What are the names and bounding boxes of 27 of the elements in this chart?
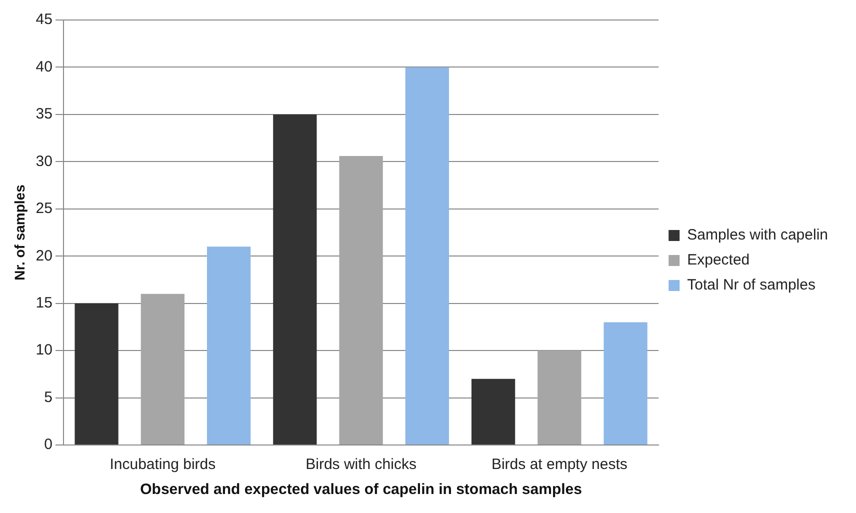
x-tick-label: Birds with chicks: [306, 456, 416, 474]
bar: [140, 294, 184, 444]
legend-label: Samples with capelin: [687, 226, 828, 244]
y-axis-title: Nr. of samples: [11, 184, 28, 280]
bar: [405, 67, 449, 444]
y-tick-label: 5: [44, 388, 52, 406]
x-tick-label: Incubating birds: [110, 456, 216, 474]
y-tick-label: 45: [36, 11, 52, 28]
y-tick-label: 20: [36, 247, 52, 264]
legend-label: Expected: [687, 252, 750, 269]
bar: [339, 156, 383, 444]
x-axis-title: Observed and expected values of capelin in stomach samples: [140, 481, 582, 498]
x-tick-label: Birds at empty nests: [491, 456, 628, 474]
bar: [206, 246, 251, 444]
y-tick-label: 15: [36, 294, 52, 312]
bar: [471, 378, 516, 444]
y-tick-label: 40: [36, 58, 52, 76]
bar: [538, 350, 582, 444]
y-tick-label: 35: [36, 106, 52, 123]
y-tick-label: 0: [44, 436, 52, 454]
bar: [273, 114, 317, 444]
bar: [74, 303, 118, 444]
y-tick-label: 10: [36, 342, 52, 359]
y-tick-label: 30: [36, 152, 52, 170]
y-tick-label: 25: [36, 200, 52, 218]
legend-label: Total Nr of samples: [687, 276, 816, 294]
bar: [604, 322, 648, 444]
